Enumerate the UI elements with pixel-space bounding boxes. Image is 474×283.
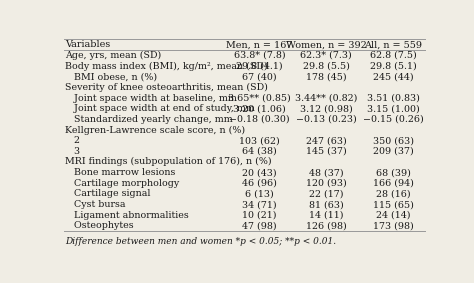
Text: All, n = 559: All, n = 559 [364, 40, 422, 50]
Text: Age, yrs, mean (SD): Age, yrs, mean (SD) [65, 51, 161, 60]
Text: Osteophytes: Osteophytes [65, 221, 134, 230]
Text: 62.3* (7.3): 62.3* (7.3) [301, 51, 352, 60]
Text: 6 (13): 6 (13) [245, 189, 274, 198]
Text: 22 (17): 22 (17) [309, 189, 344, 198]
Text: 145 (37): 145 (37) [306, 147, 347, 156]
Text: Difference between men and women *p < 0.05; **p < 0.01.: Difference between men and women *p < 0.… [65, 237, 336, 246]
Text: 20 (43): 20 (43) [242, 168, 277, 177]
Text: 29.8 (4.1): 29.8 (4.1) [236, 61, 283, 70]
Text: 81 (63): 81 (63) [309, 200, 344, 209]
Text: 209 (37): 209 (37) [373, 147, 413, 156]
Text: −0.13 (0.23): −0.13 (0.23) [296, 115, 357, 124]
Text: Cyst bursa: Cyst bursa [65, 200, 126, 209]
Text: 68 (39): 68 (39) [376, 168, 410, 177]
Text: Kellgren-Lawrence scale score, n (%): Kellgren-Lawrence scale score, n (%) [65, 125, 245, 134]
Text: Cartilage signal: Cartilage signal [65, 189, 151, 198]
Text: Severity of knee osteoarthritis, mean (SD): Severity of knee osteoarthritis, mean (S… [65, 83, 268, 92]
Text: Women, n = 392: Women, n = 392 [286, 40, 367, 50]
Text: 103 (62): 103 (62) [239, 136, 280, 145]
Text: Cartilage morphology: Cartilage morphology [65, 179, 179, 188]
Text: BMI obese, n (%): BMI obese, n (%) [65, 72, 157, 81]
Text: Men, n = 167: Men, n = 167 [226, 40, 293, 50]
Text: 3: 3 [65, 147, 80, 156]
Text: 166 (94): 166 (94) [373, 179, 414, 188]
Text: 126 (98): 126 (98) [306, 221, 347, 230]
Text: 178 (45): 178 (45) [306, 72, 346, 81]
Text: 3.12 (0.98): 3.12 (0.98) [300, 104, 353, 113]
Text: Joint space width at baseline, mm: Joint space width at baseline, mm [65, 93, 237, 102]
Text: 29.8 (5.1): 29.8 (5.1) [370, 61, 417, 70]
Text: −0.15 (0.26): −0.15 (0.26) [363, 115, 424, 124]
Text: 24 (14): 24 (14) [376, 211, 410, 220]
Text: 120 (93): 120 (93) [306, 179, 347, 188]
Text: Joint space width at end of study, mm: Joint space width at end of study, mm [65, 104, 255, 113]
Text: Bone marrow lesions: Bone marrow lesions [65, 168, 175, 177]
Text: 3.51 (0.83): 3.51 (0.83) [367, 93, 419, 102]
Text: 14 (11): 14 (11) [309, 211, 344, 220]
Text: 2: 2 [65, 136, 80, 145]
Text: 173 (98): 173 (98) [373, 221, 413, 230]
Text: 115 (65): 115 (65) [373, 200, 414, 209]
Text: 3.20 (1.06): 3.20 (1.06) [233, 104, 286, 113]
Text: 247 (63): 247 (63) [306, 136, 347, 145]
Text: 34 (71): 34 (71) [242, 200, 277, 209]
Text: Body mass index (BMI), kg/m², mean (SD): Body mass index (BMI), kg/m², mean (SD) [65, 61, 268, 70]
Text: 47 (98): 47 (98) [242, 221, 277, 230]
Text: 29.8 (5.5): 29.8 (5.5) [303, 61, 350, 70]
Text: 46 (96): 46 (96) [242, 179, 277, 188]
Text: 48 (37): 48 (37) [309, 168, 344, 177]
Text: 62.8 (7.5): 62.8 (7.5) [370, 51, 417, 60]
Text: 245 (44): 245 (44) [373, 72, 413, 81]
Text: Ligament abnormalities: Ligament abnormalities [65, 211, 189, 220]
Text: Variables: Variables [65, 40, 110, 50]
Text: 350 (63): 350 (63) [373, 136, 414, 145]
Text: MRI findings (subpopulation of 176), n (%): MRI findings (subpopulation of 176), n (… [65, 157, 272, 166]
Text: 67 (40): 67 (40) [242, 72, 277, 81]
Text: 3.15 (1.00): 3.15 (1.00) [367, 104, 419, 113]
Text: 3.65** (0.85): 3.65** (0.85) [228, 93, 291, 102]
Text: 3.44** (0.82): 3.44** (0.82) [295, 93, 357, 102]
Text: 28 (16): 28 (16) [376, 189, 410, 198]
Text: Standardized yearly change, mm: Standardized yearly change, mm [65, 115, 233, 124]
Text: −0.18 (0.30): −0.18 (0.30) [229, 115, 290, 124]
Text: 64 (38): 64 (38) [242, 147, 277, 156]
Text: 10 (21): 10 (21) [242, 211, 277, 220]
Text: 63.8* (7.8): 63.8* (7.8) [234, 51, 285, 60]
